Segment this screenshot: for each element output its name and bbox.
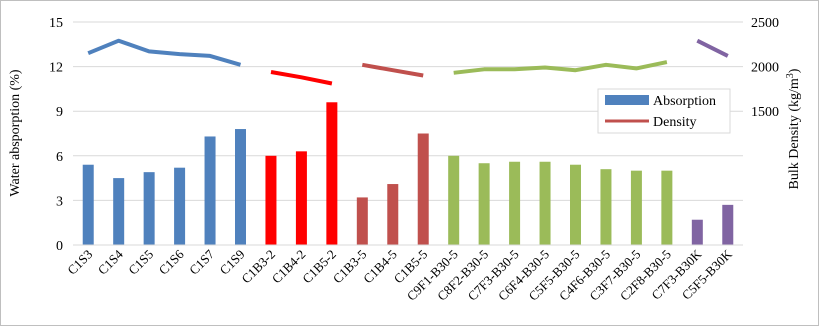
line-series-density: [88, 41, 728, 84]
bar: [387, 184, 398, 245]
legend-swatch-absorption: [605, 95, 649, 105]
bar: [174, 168, 185, 245]
bar: [661, 171, 672, 245]
density-line-segment: [697, 41, 728, 56]
density-line-segment: [271, 72, 332, 84]
density-line-segment: [88, 41, 240, 65]
right-axis-title: Bulk Density (kg/m3): [785, 68, 803, 189]
bar: [692, 220, 703, 245]
bar: [235, 129, 246, 245]
category-label: C1S6: [156, 246, 187, 277]
bar: [113, 178, 124, 245]
legend-label-density: Density: [653, 115, 697, 130]
category-label: C1S4: [95, 246, 126, 277]
right-tick-label: 2500: [751, 16, 779, 31]
category-label: C1S5: [125, 247, 156, 278]
bar: [326, 102, 337, 245]
bar: [722, 205, 733, 245]
bar: [205, 136, 216, 245]
legend-label-absorption: Absorption: [653, 94, 716, 109]
left-axis-title: Water absporption (%): [8, 69, 23, 197]
left-tick-label: 15: [49, 16, 63, 31]
left-axis-ticks: 0 3 6 9 12 15: [49, 16, 63, 254]
bar: [600, 169, 611, 245]
bar: [631, 171, 642, 245]
left-tick-label: 12: [49, 61, 63, 76]
right-tick-label: 2000: [751, 61, 779, 76]
right-tick-label: 1500: [751, 105, 779, 120]
bar: [448, 156, 459, 245]
bar: [540, 162, 551, 245]
bar: [357, 197, 368, 245]
left-tick-label: 9: [56, 105, 63, 120]
bar: [144, 172, 155, 245]
category-label: C1S3: [64, 247, 95, 278]
bar: [570, 165, 581, 245]
bar: [479, 163, 490, 245]
bar: [83, 165, 94, 245]
bar: [265, 156, 276, 245]
left-tick-label: 6: [56, 150, 63, 165]
bar: [296, 151, 307, 245]
density-line-segment: [454, 62, 667, 73]
left-tick-label: 3: [56, 194, 63, 209]
bar: [418, 134, 429, 246]
bar: [509, 162, 520, 245]
category-label: C1S7: [186, 246, 217, 277]
left-tick-label: 0: [56, 239, 63, 254]
right-axis-ticks: 1500 2000 2500: [751, 16, 779, 120]
legend: Absorption Density: [598, 89, 730, 133]
